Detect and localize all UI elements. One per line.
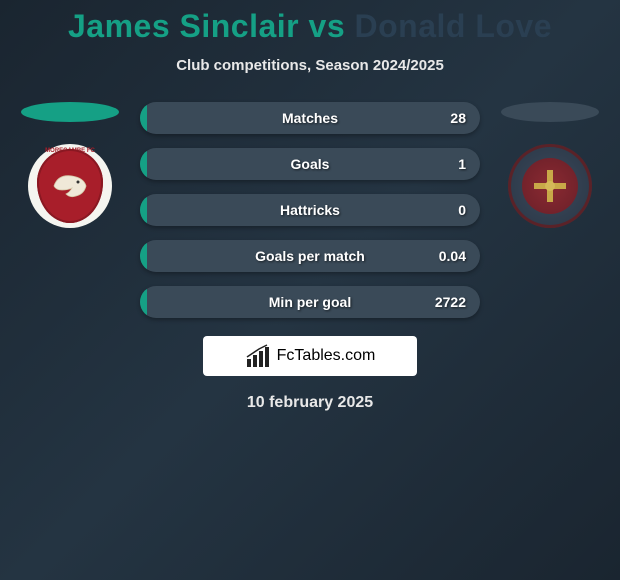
stat-bar-goals: Goals 1 <box>140 148 480 180</box>
stat-bar-hattricks: Hattricks 0 <box>140 194 480 226</box>
stat-label: Goals <box>140 156 480 172</box>
stat-label: Goals per match <box>140 248 480 264</box>
accrington-cross-icon <box>532 168 568 204</box>
stat-label: Min per goal <box>140 294 480 310</box>
stat-right-value: 0 <box>458 202 466 218</box>
stats-column: Matches 28 Goals 1 Hattricks 0 Goals per… <box>140 102 480 318</box>
right-header-marker <box>501 102 599 122</box>
stat-right-value: 0.04 <box>439 248 466 264</box>
stat-right-value: 2722 <box>435 294 466 310</box>
right-club-column <box>500 102 600 228</box>
left-club-badge: MORECAMBE FC <box>28 144 112 228</box>
stat-right-value: 28 <box>450 110 466 126</box>
shrimp-icon <box>48 168 92 204</box>
footer-brand[interactable]: FcTables.com <box>203 336 417 376</box>
comparison-area: MORECAMBE FC Matches 28 Goals <box>0 102 620 318</box>
stat-label: Matches <box>140 110 480 126</box>
right-club-badge <box>508 144 592 228</box>
stat-label: Hattricks <box>140 202 480 218</box>
morecambe-shield <box>37 149 103 223</box>
left-club-column: MORECAMBE FC <box>20 102 120 228</box>
left-header-marker <box>21 102 119 122</box>
stat-bar-goals-per-match: Goals per match 0.04 <box>140 240 480 272</box>
accrington-inner <box>522 158 578 214</box>
footer-brand-text: FcTables.com <box>277 347 376 365</box>
page-title: James Sinclair vs Donald Love <box>0 8 620 45</box>
footer-date: 10 february 2025 <box>0 394 620 412</box>
player2-name: Donald Love <box>355 8 553 44</box>
chart-icon <box>245 343 271 369</box>
stat-bar-min-per-goal: Min per goal 2722 <box>140 286 480 318</box>
player1-name: James Sinclair <box>68 8 299 44</box>
stat-right-value: 1 <box>458 156 466 172</box>
vs-text: vs <box>309 8 346 44</box>
stat-bar-matches: Matches 28 <box>140 102 480 134</box>
subtitle: Club competitions, Season 2024/2025 <box>0 57 620 74</box>
